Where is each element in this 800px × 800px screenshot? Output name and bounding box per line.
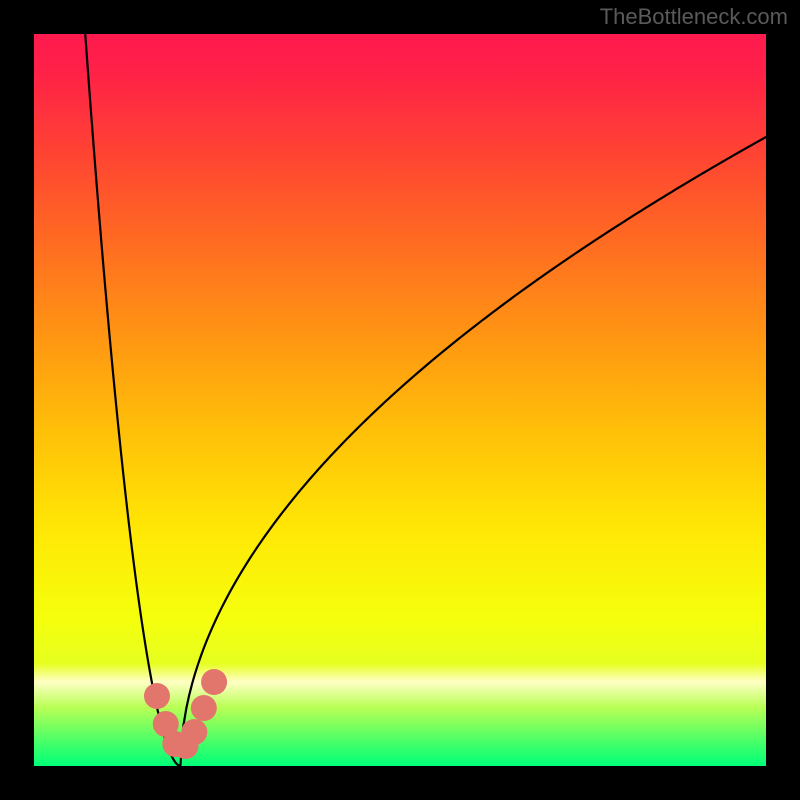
curve-marker (191, 695, 217, 721)
chart-container: TheBottleneck.com (0, 0, 800, 800)
curve-marker (181, 719, 207, 745)
bottleneck-chart (0, 0, 800, 800)
curve-marker (144, 683, 170, 709)
curve-marker (201, 669, 227, 695)
watermark-text: TheBottleneck.com (600, 4, 788, 30)
chart-plot-area (34, 34, 766, 766)
